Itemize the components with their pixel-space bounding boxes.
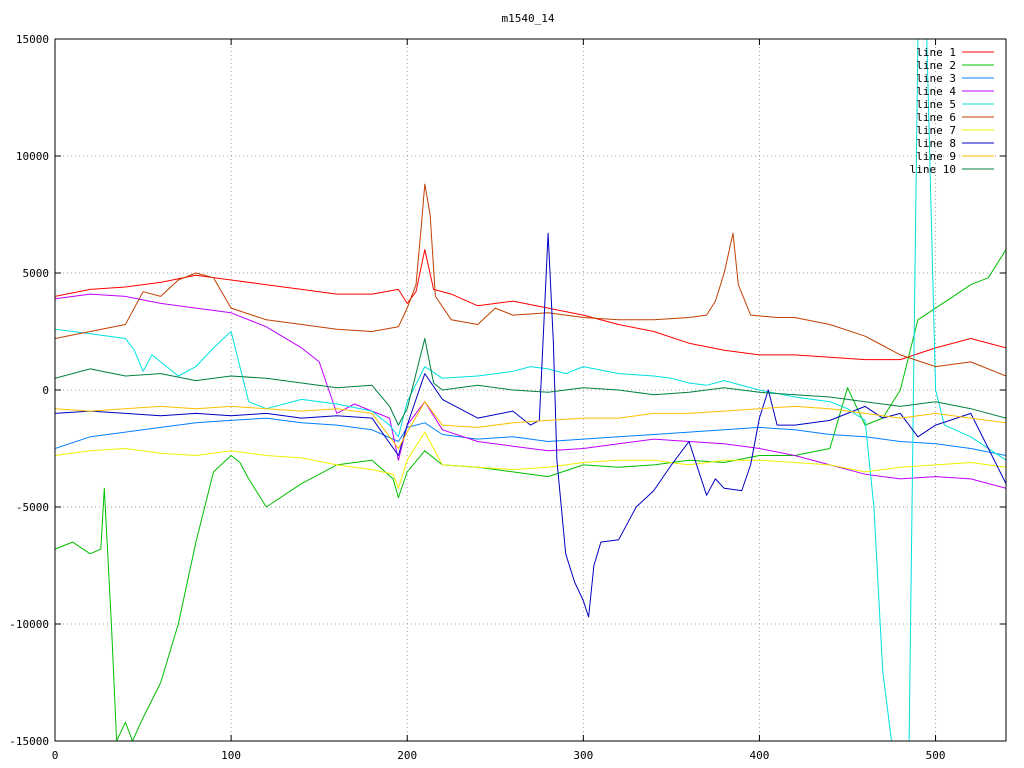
y-tick-label: -10000	[9, 618, 49, 631]
series-layer	[55, 39, 1006, 741]
legend-label: line 3	[916, 72, 956, 85]
legend-label: line 4	[916, 85, 956, 98]
series-line-7	[55, 431, 1006, 489]
x-tick-label: 0	[52, 749, 59, 762]
series-line-4	[55, 293, 1006, 489]
series-line-3	[55, 417, 1006, 456]
legend-label: line 6	[916, 111, 956, 124]
y-tick-label: -15000	[9, 735, 49, 748]
series-line-1	[55, 249, 1006, 361]
y-tick-label: -5000	[16, 501, 49, 514]
y-tick-label: 0	[42, 384, 49, 397]
legend-label: line 9	[916, 150, 956, 163]
legend-label: line 1	[916, 46, 956, 59]
series-line-5	[55, 39, 1006, 741]
x-tick-label: 400	[750, 749, 770, 762]
legend-label: line 2	[916, 59, 956, 72]
x-tick-label: 300	[573, 749, 593, 762]
series-line-6	[55, 183, 1006, 377]
y-tick-label: 10000	[16, 150, 49, 163]
legend-label: line 7	[916, 124, 956, 137]
y-tick-label: 15000	[16, 33, 49, 46]
axis-layer: 0 100 200 300 400 500 -15000 -10000 -5000 0 5000 10…	[9, 33, 1006, 762]
grid-layer	[55, 39, 1006, 741]
series-line-10	[55, 338, 1006, 426]
chart-title: m1540_14	[502, 12, 555, 25]
legend-label: line 10	[910, 163, 956, 176]
x-tick-label: 100	[221, 749, 241, 762]
legend-label: line 8	[916, 137, 956, 150]
x-tick-label: 500	[926, 749, 946, 762]
series-line-8	[55, 232, 1006, 618]
series-line-2	[55, 249, 1006, 741]
y-tick-label: 5000	[23, 267, 50, 280]
x-tick-label: 200	[397, 749, 417, 762]
series-line-9	[55, 401, 1006, 449]
legend-label: line 5	[916, 98, 956, 111]
